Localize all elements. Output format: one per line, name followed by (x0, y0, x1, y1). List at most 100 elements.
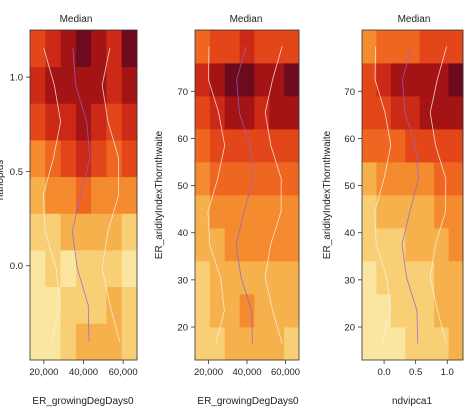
heatmap-cell (269, 30, 285, 64)
contour-line (42, 48, 62, 342)
heatmap-cell (209, 327, 226, 361)
heatmap-cell (224, 96, 240, 130)
heatmap-cell (390, 228, 406, 262)
heatmap-cell (209, 96, 226, 130)
contour-line (401, 46, 420, 344)
heatmap-cell (448, 162, 464, 196)
heatmap-cell (224, 261, 240, 295)
heatmap-cell (209, 228, 226, 262)
heatmap-cell (195, 294, 211, 328)
heatmap-cell (434, 129, 449, 163)
heatmap-cell (224, 129, 240, 163)
heatmap-cell (376, 261, 392, 295)
heatmap-cell (195, 63, 211, 97)
heatmap-cell (60, 140, 77, 178)
heatmap-cell (224, 228, 240, 262)
contour-line (207, 46, 226, 344)
heatmap-cell (376, 228, 392, 262)
panel-1-contours (42, 48, 121, 342)
heatmap-cell (30, 250, 46, 288)
heatmap-cell (239, 261, 255, 295)
heatmap-cell (209, 30, 226, 64)
y-tick-label: 70 (177, 87, 188, 98)
heatmap-cell (284, 30, 300, 64)
heatmap-cell (362, 129, 377, 163)
x-tick-label: 40,000 (232, 367, 261, 378)
heatmap-cell (376, 327, 392, 361)
contour-line (429, 46, 447, 344)
heatmap-cell (75, 213, 92, 251)
heatmap-cell (448, 30, 464, 64)
heatmap-cell (239, 30, 255, 64)
heatmap-cell (434, 63, 449, 97)
heatmap-cell (254, 195, 270, 229)
heatmap-cell (209, 294, 226, 328)
y-tick-label: 0.5 (10, 167, 23, 178)
heatmap-cell (60, 176, 77, 214)
x-tick-label: 20,000 (194, 367, 223, 378)
heatmap-cell (284, 63, 300, 97)
heatmap-cell (448, 96, 464, 130)
heatmap-cell (390, 294, 406, 328)
contour-line (71, 48, 91, 342)
heatmap-cell (448, 129, 464, 163)
panel-2-y-label: ER_aridityIndexThornthwaite (154, 130, 165, 259)
panel-3-y-label: ER_aridityIndexThornthwaite (322, 130, 333, 259)
heatmap-cell (91, 286, 107, 324)
heatmap-cell (121, 30, 138, 68)
panel-2-heatmap (195, 30, 300, 361)
x-tick-label: 60,000 (271, 367, 300, 378)
y-tick-label: 50 (177, 181, 188, 192)
panel-2-x-axis: 20,000 40,000 60,000 (194, 360, 300, 378)
panel-3-heatmap (362, 30, 464, 361)
heatmap-cell (419, 63, 435, 97)
heatmap-cell (405, 195, 421, 229)
heatmap-cell (224, 195, 240, 229)
heatmap-cell (448, 261, 464, 295)
panel-3-frame (361, 29, 464, 361)
heatmap-cell (405, 294, 421, 328)
heatmap-cell (254, 129, 270, 163)
y-tick-label: 30 (344, 275, 355, 286)
panel-3-y-axis: 20 30 40 50 60 70 (344, 87, 362, 334)
y-tick-label: 1.0 (10, 73, 23, 84)
heatmap-cell (91, 176, 107, 214)
heatmap-cell (106, 250, 123, 288)
heatmap-cell (106, 66, 123, 104)
heatmap-cell (419, 96, 435, 130)
heatmap-cell (91, 30, 107, 68)
heatmap-cell (224, 294, 240, 328)
heatmap-cell (60, 213, 77, 251)
x-tick-label: 40,000 (69, 367, 98, 378)
heatmap-cell (448, 63, 464, 97)
panel-3-contours (374, 46, 447, 344)
heatmap-cell (419, 162, 435, 196)
heatmap-cell (239, 129, 255, 163)
y-tick-label: 50 (344, 181, 355, 192)
panel-3: Median 20 30 40 50 60 70 0.0 0.5 1.0 ndvipca1 E… (322, 14, 464, 407)
heatmap-cell (75, 66, 92, 104)
heatmap-cell (60, 286, 77, 324)
heatmap-cell (30, 176, 46, 214)
heatmap-cell (60, 250, 77, 288)
y-tick-label: 40 (344, 228, 355, 239)
y-tick-label: 20 (177, 323, 188, 334)
heatmap-cell (269, 327, 285, 361)
heatmap-cell (448, 228, 464, 262)
contour-line (264, 46, 283, 344)
panel-1-x-label: ER_growingDegDays0 (32, 396, 134, 407)
heatmap-cell (362, 261, 377, 295)
heatmap-cell (30, 213, 46, 251)
heatmap-cell (106, 176, 123, 214)
heatmap-cell (60, 66, 77, 104)
heatmap-cell (434, 96, 449, 130)
heatmap-cell (434, 294, 449, 328)
x-tick-label: 60,000 (109, 367, 138, 378)
heatmap-cell (284, 294, 300, 328)
heatmap-cell (224, 162, 240, 196)
x-tick-label: 1.0 (441, 367, 454, 378)
heatmap-cell (106, 103, 123, 141)
y-tick-label: 60 (344, 134, 355, 145)
contour-line (235, 46, 254, 344)
heatmap-cell (390, 195, 406, 229)
